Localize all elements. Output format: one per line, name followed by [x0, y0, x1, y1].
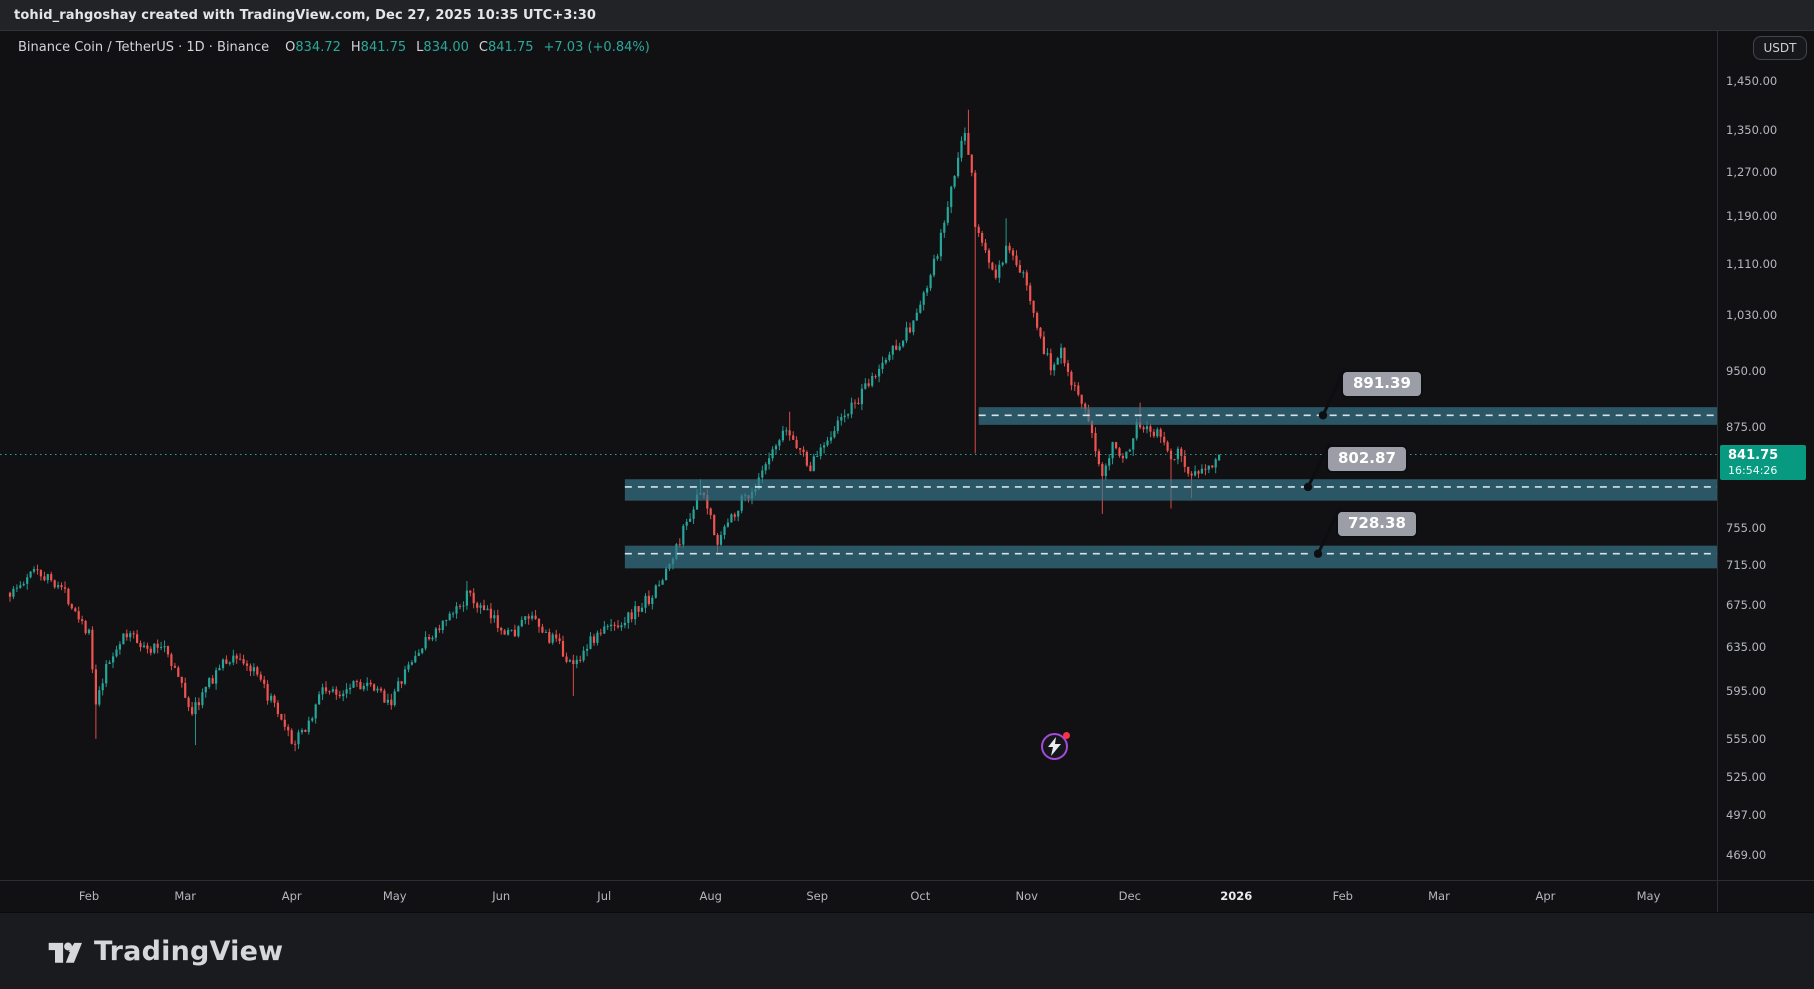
- price-tick-label: 715.00: [1726, 558, 1767, 573]
- symbol-title[interactable]: Binance Coin / TetherUS · 1D · Binance: [18, 40, 270, 55]
- close-value: 841.75: [488, 40, 534, 55]
- time-tick-month-label: Sep: [806, 889, 829, 903]
- ohlc-values: O834.72 H841.75 L834.00 C841.75: [285, 40, 533, 55]
- price-axis-separator: [1717, 31, 1718, 912]
- price-axis[interactable]: 841.75 16:54:26 1,450.00 1,350.00 1,270.00…: [1718, 31, 1814, 912]
- current-price-badge[interactable]: 841.75 16:54:26: [1720, 444, 1806, 480]
- price-tick-label: 875.00: [1726, 419, 1767, 434]
- time-tick-month-label: May: [382, 889, 407, 903]
- chart-plot[interactable]: Binance Coin / TetherUS · 1D · Binance O…: [0, 31, 1814, 912]
- price-tick-label: 469.00: [1726, 847, 1767, 862]
- price-tick-label: 675.00: [1726, 597, 1767, 612]
- price-tick-label: 525.00: [1726, 770, 1767, 785]
- open-label: O: [285, 40, 296, 55]
- time-axis[interactable]: Feb Mar Apr May Jun Jul Aug Sep Oct Nov Dec 2026 Feb…: [0, 880, 1814, 912]
- time-tick-month-label: Mar: [174, 889, 197, 903]
- current-price: 841.75: [1728, 447, 1779, 463]
- price-tick-label: 1,110.00: [1726, 256, 1778, 271]
- price-level-badge[interactable]: 728.38: [1336, 510, 1418, 538]
- bar-countdown: 16:54:26: [1728, 463, 1778, 477]
- tradingview-logomark-icon: [48, 942, 82, 963]
- low-label: L: [416, 40, 424, 55]
- price-tick-label: 635.00: [1726, 639, 1767, 654]
- close-label: C: [478, 40, 488, 55]
- callout-anchor-dot: [1313, 549, 1323, 558]
- change-value: +7.03 (+0.84%): [543, 40, 650, 55]
- attribution-bar: tohid_rahgoshay created with TradingView…: [0, 0, 1814, 31]
- callout-anchor-dot: [1318, 411, 1328, 420]
- price-level-badge[interactable]: 802.87: [1326, 445, 1408, 473]
- time-tick-month-label: Mar: [1428, 889, 1450, 903]
- price-tick-label: 1,270.00: [1726, 164, 1778, 179]
- time-tick-month-label: Feb: [78, 889, 100, 903]
- price-zone-band[interactable]: [624, 479, 1717, 501]
- time-tick-month-label: Aug: [699, 889, 722, 903]
- flash-watermark-icon[interactable]: [1041, 732, 1070, 760]
- price-tick-label: 1,190.00: [1726, 209, 1778, 224]
- tradingview-wordmark: TradingView: [94, 935, 284, 967]
- tradingview-logo[interactable]: TradingView: [46, 933, 283, 969]
- price-tick-label: 1,350.00: [1726, 122, 1778, 137]
- price-tick-label: 595.00: [1726, 684, 1767, 699]
- price-tick-label: 1,030.00: [1726, 308, 1778, 323]
- time-tick-month-label: May: [1636, 889, 1661, 903]
- up-candle-wicks: [12, 127, 1220, 749]
- time-tick-month-label: Apr: [1535, 889, 1556, 903]
- chart-legend: Binance Coin / TetherUS · 1D · Binance O…: [18, 40, 650, 55]
- footer-bar: TradingView: [0, 912, 1814, 989]
- price-zone-band[interactable]: [624, 545, 1717, 569]
- up-candle-bodies: [12, 133, 1221, 745]
- time-tick-year-label: 2026: [1220, 889, 1253, 903]
- price-tick-label: 497.00: [1726, 807, 1767, 822]
- currency-toggle-button[interactable]: USDT: [1753, 36, 1807, 60]
- high-label: H: [350, 40, 361, 55]
- notification-dot: [1063, 732, 1070, 739]
- price-level-badge[interactable]: 891.39: [1341, 370, 1423, 398]
- down-candle-wicks: [9, 109, 1213, 752]
- open-value: 834.72: [295, 40, 341, 55]
- time-tick-month-label: Jun: [492, 889, 511, 903]
- time-tick-month-label: Apr: [281, 889, 302, 903]
- candlestick-chart: [0, 109, 1717, 752]
- price-tick-label: 755.00: [1726, 521, 1767, 536]
- time-tick-month-label: Feb: [1332, 889, 1353, 903]
- low-value: 834.00: [423, 40, 469, 55]
- callout-anchor-dot: [1303, 482, 1313, 492]
- price-tick-label: 1,450.00: [1726, 73, 1778, 88]
- time-tick-month-label: Oct: [910, 889, 931, 903]
- price-tick-label: 555.00: [1726, 732, 1767, 747]
- time-tick-month-label: Nov: [1015, 889, 1038, 903]
- time-tick-month-label: Jul: [597, 889, 612, 903]
- down-candle-bodies: [8, 133, 1214, 745]
- lightning-bolt-icon: [1048, 737, 1061, 756]
- time-tick-month-label: Dec: [1118, 889, 1141, 903]
- price-tick-label: 950.00: [1726, 363, 1767, 378]
- high-value: 841.75: [360, 40, 407, 55]
- attribution-text: tohid_rahgoshay created with TradingView…: [14, 7, 597, 23]
